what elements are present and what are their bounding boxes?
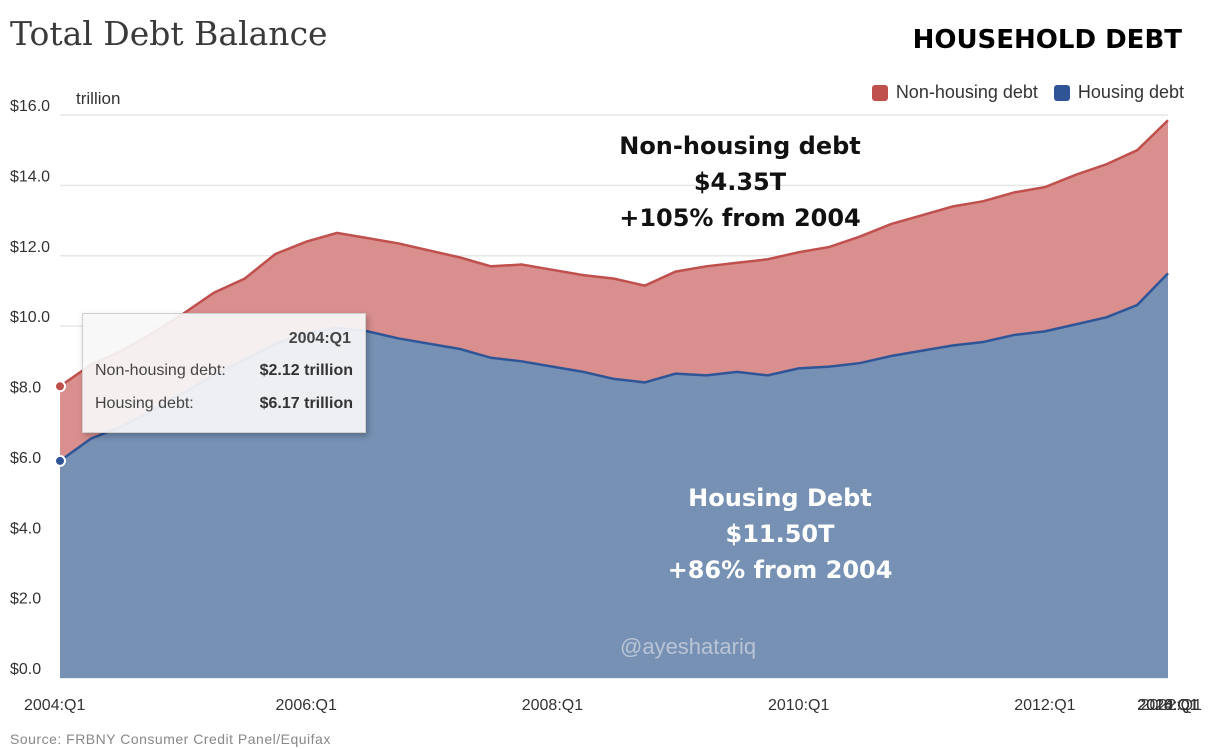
legend-swatch-nonhousing	[871, 84, 888, 101]
tooltip-value: $6.17 trillion	[259, 395, 353, 412]
housing-annotation-line-3: +86% from 2004	[667, 556, 893, 584]
x-tick-label: 2008:Q1	[522, 697, 583, 714]
y-tick-label: $0.0	[10, 661, 41, 678]
nonhousing-annotation: Non-housing debt $4.35T +105% from 2004	[560, 128, 920, 236]
x-tick-label: 2012:Q1	[1014, 697, 1075, 714]
y-tick-label: $10.0	[10, 309, 50, 326]
y-tick-label: $2.0	[10, 591, 41, 608]
y-axis-unit: trillion	[76, 89, 121, 108]
y-tick-label: $8.0	[10, 380, 41, 397]
chart-title: Total Debt Balance	[10, 14, 328, 53]
legend-swatch-housing	[1053, 84, 1070, 101]
y-tick-label: $16.0	[10, 98, 50, 115]
x-tick-label: 2004:Q1	[24, 697, 85, 714]
legend-label-housing: Housing debt	[1077, 82, 1184, 102]
nonhousing-area	[60, 120, 1168, 461]
y-tick-label: $4.0	[10, 520, 41, 537]
housing-annotation-line-2: $11.50T	[725, 520, 835, 548]
nonhousing-annotation-line-1: Non-housing debt	[619, 132, 861, 160]
x-tick-label: 2016:Q1	[1137, 697, 1198, 714]
nonhousing-line	[59, 119, 1169, 388]
legend-item-housing[interactable]: Housing debt	[1053, 82, 1184, 103]
legend-item-nonhousing[interactable]: Non-housing debt	[871, 82, 1038, 103]
tooltip-row-housing: Housing debt: $6.17 trillion	[95, 395, 353, 413]
legend-label-nonhousing: Non-housing debt	[895, 82, 1038, 102]
tooltip-label: Housing debt:	[95, 395, 194, 412]
housing-annotation-line-1: Housing Debt	[688, 484, 872, 512]
nonhousing-marker	[54, 380, 66, 393]
nonhousing-annotation-line-3: +105% from 2004	[619, 204, 861, 232]
tooltip: 2004:Q1 Non-housing debt: $2.12 trillion…	[82, 313, 366, 433]
nonhousing-annotation-line-2: $4.35T	[693, 168, 787, 196]
household-debt-heading: HOUSEHOLD DEBT	[912, 25, 1182, 55]
x-tick-label: 2010:Q1	[768, 697, 829, 714]
housing-annotation: Housing Debt $11.50T +86% from 2004	[600, 480, 960, 588]
source-note: Source: FRBNY Consumer Credit Panel/Equi…	[10, 731, 331, 747]
tooltip-value: $2.12 trillion	[259, 362, 353, 379]
y-tick-label: $6.0	[10, 450, 41, 467]
tooltip-row-nonhousing: Non-housing debt: $2.12 trillion	[95, 362, 353, 380]
x-tick-label: 2020:Q1	[1137, 697, 1198, 714]
y-tick-label: $14.0	[10, 168, 50, 185]
watermark: @ayeshatariq	[620, 634, 757, 659]
tooltip-header: 2004:Q1	[288, 330, 351, 347]
x-tick-label: 2018:Q1	[1137, 697, 1198, 714]
y-tick-label: $12.0	[10, 239, 50, 256]
x-tick-label: 2006:Q1	[276, 697, 337, 714]
housing-marker	[54, 454, 66, 467]
tooltip-label: Non-housing debt:	[95, 362, 226, 379]
x-tick-label: 2014:Q1	[1137, 697, 1198, 714]
x-tick-label: 2022:Q1	[1141, 697, 1202, 714]
legend: Non-housing debt Housing debt	[856, 82, 1184, 103]
